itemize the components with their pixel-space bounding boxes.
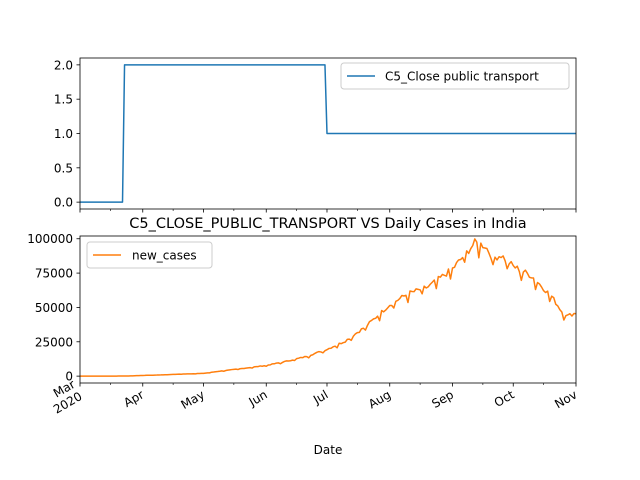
top-legend: C5_Close public transport — [340, 62, 570, 90]
bottom-series-line — [80, 238, 577, 377]
top-subplot: 0.0 0.5 1.0 1.5 2.0 C5_Close public transpor… — [54, 57, 577, 213]
bottom-x-tick-label: Jun — [246, 387, 270, 409]
bottom-y-ticks: 0 25000 50000 75000 100000 — [27, 232, 80, 384]
bottom-x-tick-label: Mar2020 — [44, 377, 85, 417]
bottom-y-tick-label: 50000 — [35, 301, 73, 315]
x-axis-label: Date — [314, 443, 343, 457]
bottom-legend-box — [86, 241, 213, 269]
top-y-tick-label: 0.0 — [54, 196, 73, 210]
bottom-x-tick-label: Jul — [310, 387, 330, 407]
bottom-subplot: C5_CLOSE_PUBLIC_TRANSPORT VS Daily Cases… — [27, 216, 579, 457]
bottom-legend: new_cases — [86, 241, 213, 269]
bottom-x-tick-label: Nov — [552, 387, 579, 411]
bottom-plot-frame — [79, 235, 577, 384]
bottom-x-tick-label: Apr — [121, 387, 146, 410]
top-legend-box — [340, 62, 570, 90]
top-y-tick-label: 0.5 — [54, 161, 73, 175]
top-series-layer — [80, 64, 576, 203]
bottom-x-tick-label: Oct — [492, 387, 517, 410]
bottom-series-layer — [80, 238, 577, 377]
bottom-y-tick-label: 0 — [65, 370, 73, 384]
chart-title: C5_CLOSE_PUBLIC_TRANSPORT VS Daily Cases… — [129, 216, 526, 232]
top-y-ticks: 0.0 0.5 1.0 1.5 2.0 — [54, 58, 80, 210]
bottom-legend-label: new_cases — [132, 249, 197, 263]
bottom-y-tick-label: 100000 — [27, 232, 73, 246]
bottom-x-tick-label: Sep — [429, 387, 456, 410]
top-legend-label: C5_Close public transport — [385, 70, 539, 84]
bottom-y-tick-label: 25000 — [35, 335, 73, 349]
bottom-y-tick-label: 75000 — [35, 267, 73, 281]
bottom-x-tick-label: May — [179, 387, 207, 412]
top-y-tick-label: 2.0 — [54, 58, 73, 72]
top-series-line — [80, 64, 576, 203]
top-y-tick-label: 1.0 — [54, 127, 73, 141]
bottom-x-tick-label: Aug — [366, 387, 393, 411]
top-y-tick-label: 1.5 — [54, 93, 73, 107]
top-x-ticks — [79, 209, 577, 213]
